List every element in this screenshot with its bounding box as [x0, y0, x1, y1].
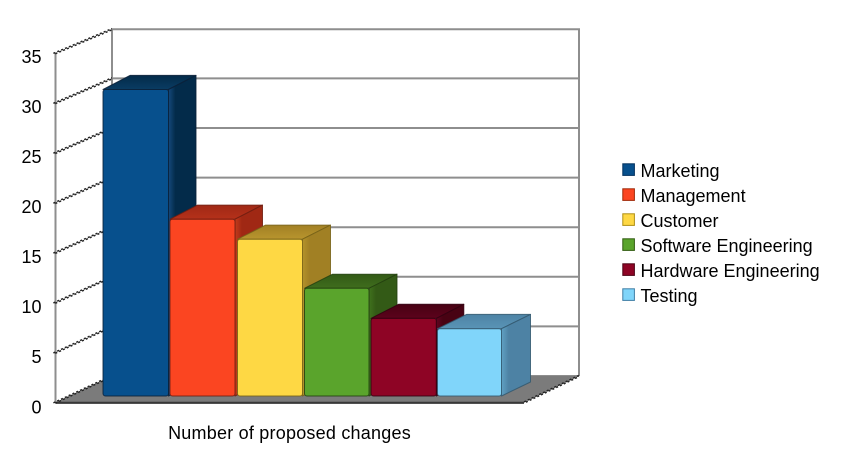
- svg-text:30: 30: [21, 97, 41, 117]
- svg-text:0: 0: [31, 397, 41, 417]
- svg-text:25: 25: [21, 147, 41, 167]
- svg-text:10: 10: [21, 297, 41, 317]
- svg-text:Customer: Customer: [641, 211, 719, 231]
- svg-text:20: 20: [21, 197, 41, 217]
- svg-text:35: 35: [21, 47, 41, 67]
- svg-text:Marketing: Marketing: [641, 161, 720, 181]
- svg-text:Software Engineering: Software Engineering: [641, 236, 813, 256]
- svg-text:Testing: Testing: [641, 286, 698, 306]
- svg-text:Management: Management: [641, 186, 746, 206]
- svg-text:Hardware Engineering: Hardware Engineering: [641, 261, 820, 281]
- svg-text:15: 15: [21, 247, 41, 267]
- svg-text:5: 5: [31, 347, 41, 367]
- svg-text:Number of proposed changes: Number of proposed changes: [168, 423, 411, 443]
